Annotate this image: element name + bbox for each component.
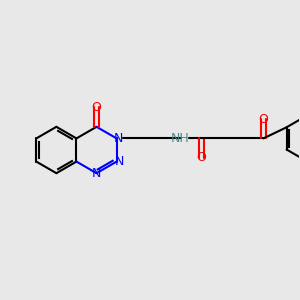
Text: O: O [196, 151, 206, 164]
Text: N: N [113, 132, 123, 145]
Text: O: O [259, 112, 269, 126]
Text: O: O [92, 101, 101, 114]
Text: N: N [92, 167, 101, 180]
Text: NH: NH [171, 132, 190, 145]
Text: N: N [114, 155, 124, 168]
